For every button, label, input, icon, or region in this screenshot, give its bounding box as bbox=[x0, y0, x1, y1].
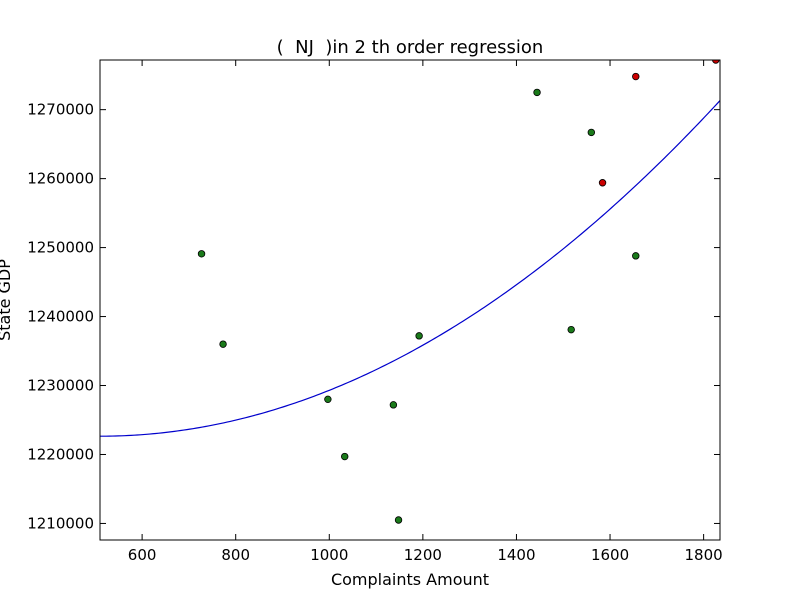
x-tick-label: 1400 bbox=[497, 546, 535, 564]
y-tick-label: 1230000 bbox=[27, 377, 94, 395]
x-tick-label: 600 bbox=[128, 546, 157, 564]
x-tick-label: 1800 bbox=[685, 546, 723, 564]
chart-title: ( NJ )in 2 th order regression bbox=[277, 37, 544, 58]
x-tick-label: 800 bbox=[221, 546, 250, 564]
data-point-green-0 bbox=[197, 250, 206, 258]
data-point-green-7 bbox=[533, 88, 541, 97]
data-point-green-9 bbox=[587, 128, 596, 137]
x-tick-label: 1200 bbox=[404, 546, 442, 564]
x-tick-label: 1000 bbox=[310, 546, 348, 564]
data-point-red-0 bbox=[598, 179, 607, 187]
x-axis-label: Complaints Amount bbox=[331, 570, 489, 589]
data-point-green-6 bbox=[415, 332, 423, 340]
data-point-green-2 bbox=[324, 395, 332, 404]
data-point-green-10 bbox=[632, 252, 640, 260]
data-point-green-8 bbox=[567, 325, 575, 334]
y-tick-label: 1250000 bbox=[27, 239, 94, 257]
y-axis-ticks: 1210000 1220000 1230000 1240000 1250000 12600… bbox=[27, 101, 720, 532]
data-point-green-3 bbox=[341, 452, 349, 461]
data-point-green-4 bbox=[389, 401, 398, 409]
x-tick-label: 1600 bbox=[591, 546, 629, 564]
data-point-red-1 bbox=[632, 72, 640, 81]
y-tick-label: 1240000 bbox=[27, 308, 94, 326]
y-tick-label: 1260000 bbox=[27, 170, 94, 188]
plot-area bbox=[99, 59, 721, 541]
data-point-green-5 bbox=[394, 516, 403, 524]
data-point-green-1 bbox=[219, 340, 227, 348]
y-tick-label: 1210000 bbox=[27, 514, 94, 532]
regression-line bbox=[100, 100, 720, 437]
plot-frame bbox=[99, 59, 721, 541]
y-tick-label: 1220000 bbox=[27, 445, 94, 463]
x-axis-ticks: 600 800 1000 1200 1400 1600 1800 bbox=[128, 60, 723, 564]
y-axis-label: State GDP bbox=[0, 259, 14, 341]
y-tick-label: 1270000 bbox=[27, 101, 94, 119]
